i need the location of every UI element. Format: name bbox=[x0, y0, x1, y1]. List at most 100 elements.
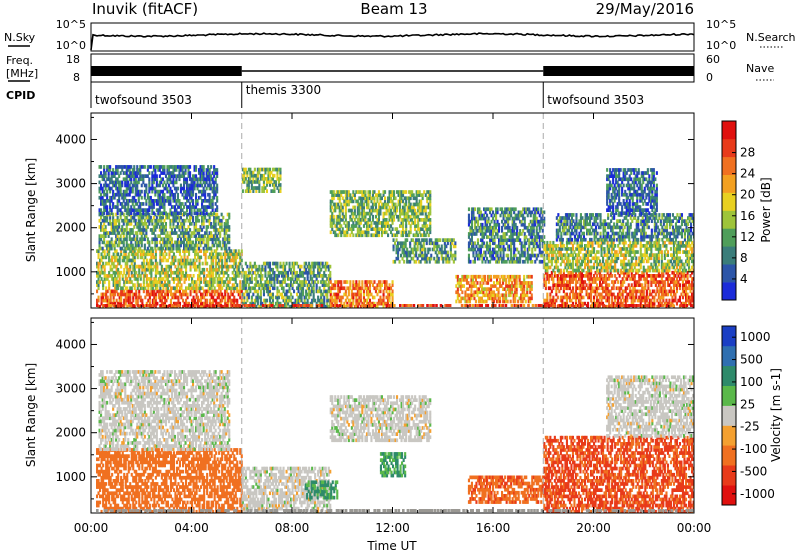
power-cell bbox=[446, 250, 449, 255]
power-cell bbox=[98, 195, 101, 200]
power-cell bbox=[141, 301, 144, 306]
power-cell bbox=[452, 253, 455, 258]
power-cell bbox=[139, 252, 142, 257]
power-cell bbox=[465, 287, 469, 291]
power-cell bbox=[361, 233, 364, 238]
power-cell bbox=[213, 292, 216, 297]
power-cell bbox=[179, 205, 183, 209]
power-cell bbox=[230, 258, 233, 263]
power-cell bbox=[259, 304, 262, 308]
power-cell bbox=[123, 280, 126, 284]
power-cell bbox=[121, 255, 124, 260]
power-cell bbox=[370, 208, 373, 213]
power-cell bbox=[288, 261, 291, 266]
power-cell bbox=[184, 202, 187, 206]
power-cell bbox=[106, 189, 109, 194]
power-cell bbox=[231, 286, 234, 291]
power-cell bbox=[359, 286, 362, 291]
power-cell bbox=[239, 280, 242, 284]
power-cell bbox=[376, 227, 379, 231]
power-cell bbox=[287, 274, 290, 278]
power-cell bbox=[109, 168, 112, 172]
power-cell bbox=[485, 287, 488, 291]
power-cell bbox=[210, 283, 213, 287]
power-cell bbox=[262, 286, 266, 291]
power-cell bbox=[436, 259, 439, 264]
power-cell bbox=[213, 280, 216, 284]
power-cell bbox=[146, 246, 149, 251]
power-cell bbox=[456, 290, 459, 295]
power-cell bbox=[169, 261, 173, 266]
power-cell bbox=[205, 218, 208, 223]
power-cell bbox=[135, 264, 138, 269]
power-cell bbox=[163, 292, 167, 297]
power-cell bbox=[212, 283, 215, 287]
power-cell bbox=[195, 292, 198, 297]
power-cell bbox=[212, 301, 215, 306]
power-cell bbox=[125, 215, 128, 220]
power-cell bbox=[97, 255, 100, 260]
power-cell bbox=[181, 218, 184, 223]
power-cell bbox=[103, 228, 106, 232]
power-cell bbox=[219, 280, 222, 284]
power-cell bbox=[202, 171, 205, 175]
power-cell bbox=[161, 199, 165, 203]
power-cell bbox=[518, 278, 521, 282]
power-cell bbox=[253, 277, 256, 281]
power-cell bbox=[169, 180, 172, 185]
power-cell bbox=[481, 259, 484, 264]
power-cell bbox=[361, 211, 364, 216]
power-cell bbox=[259, 298, 262, 303]
power-cell bbox=[115, 222, 118, 226]
power-cell bbox=[160, 301, 163, 306]
power-cell bbox=[364, 221, 367, 225]
power-cell bbox=[175, 243, 178, 248]
power-cell bbox=[109, 165, 112, 169]
power-cell bbox=[168, 274, 171, 278]
power-cell bbox=[198, 258, 201, 263]
power-cell bbox=[415, 196, 418, 201]
power-cell bbox=[163, 192, 166, 197]
power-cell bbox=[136, 243, 139, 248]
power-cell bbox=[250, 301, 253, 306]
power-cell bbox=[504, 219, 507, 224]
power-cell bbox=[125, 174, 128, 178]
power-cell bbox=[217, 231, 220, 235]
power-cell bbox=[116, 189, 119, 194]
power-cell bbox=[106, 205, 109, 209]
power-cell bbox=[154, 267, 157, 272]
power-cell bbox=[191, 301, 194, 306]
power-cell bbox=[161, 195, 165, 200]
power-cell bbox=[210, 270, 213, 275]
power-cell bbox=[195, 267, 198, 272]
power-cell bbox=[103, 267, 106, 272]
power-cell bbox=[112, 225, 115, 229]
power-cell bbox=[194, 301, 197, 306]
power-cell bbox=[120, 270, 123, 275]
power-cell bbox=[223, 243, 226, 248]
power-cell bbox=[408, 221, 411, 225]
power-cell bbox=[213, 192, 216, 197]
power-cell bbox=[125, 171, 128, 175]
power-cell bbox=[320, 289, 323, 294]
power-cell bbox=[144, 255, 147, 260]
power-cell bbox=[115, 255, 118, 260]
power-cell bbox=[317, 280, 320, 284]
power-cell bbox=[118, 222, 121, 226]
power-cell bbox=[233, 283, 236, 287]
power-cell bbox=[422, 253, 425, 258]
power-cell bbox=[179, 202, 183, 206]
power-cell bbox=[128, 231, 131, 235]
power-cell bbox=[337, 283, 340, 287]
power-cell bbox=[373, 301, 376, 306]
power-cell bbox=[285, 283, 288, 287]
power-cell bbox=[250, 267, 253, 272]
power-cell bbox=[130, 252, 133, 257]
power-cell bbox=[136, 286, 139, 291]
power-cell bbox=[227, 267, 230, 272]
power-cell bbox=[443, 247, 446, 252]
power-cell bbox=[186, 228, 189, 232]
power-cell bbox=[183, 264, 186, 269]
power-cell bbox=[267, 264, 270, 269]
power-cell bbox=[198, 274, 201, 278]
